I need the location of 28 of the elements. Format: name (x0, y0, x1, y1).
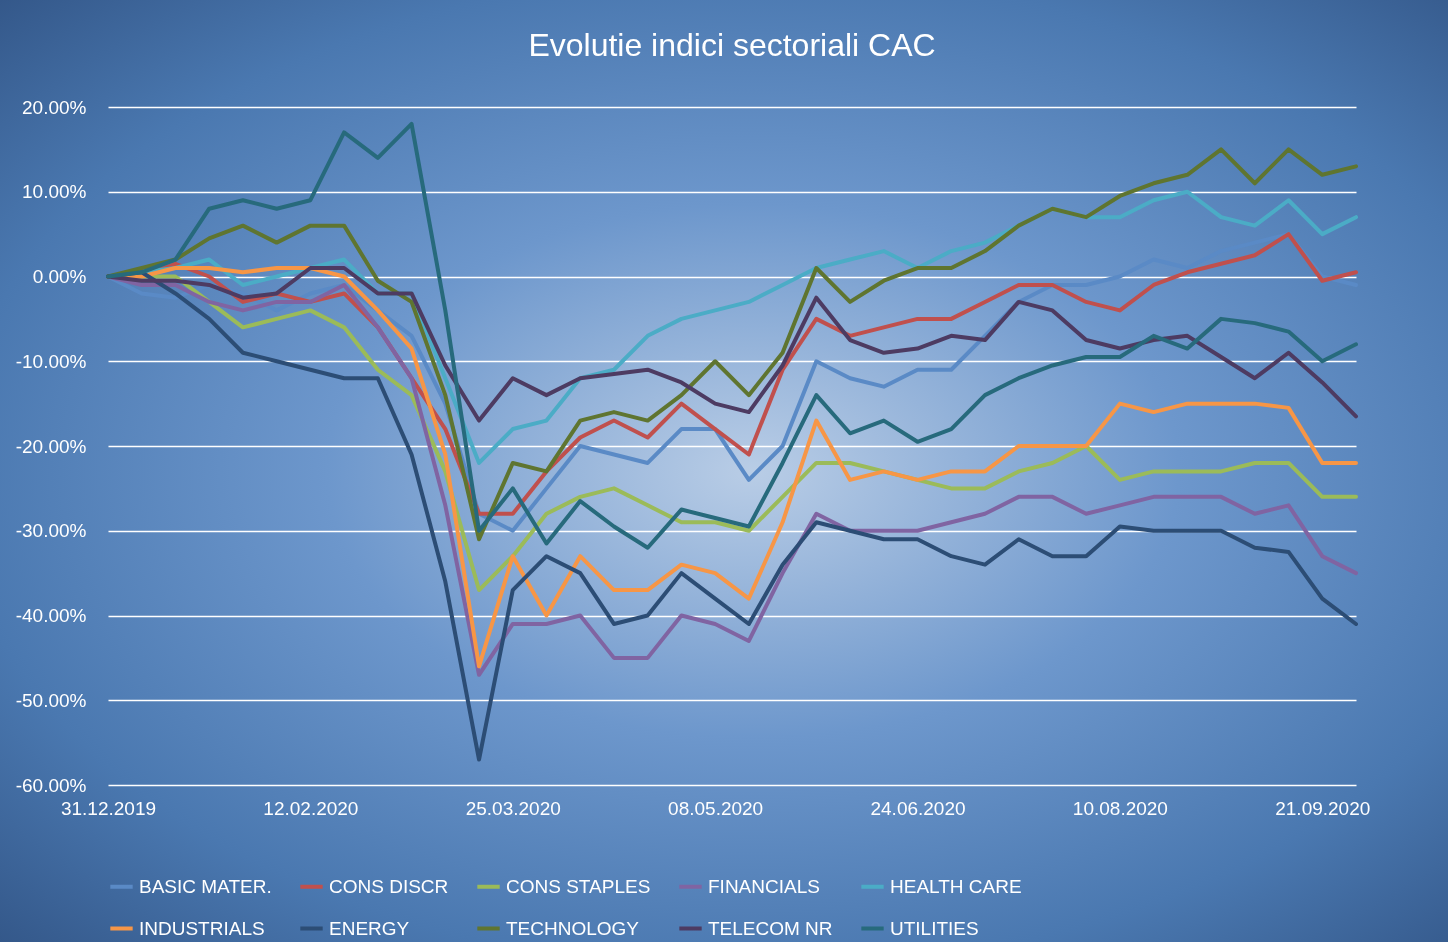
y-tick-label: 10.00% (22, 181, 87, 203)
legend-label: ENERGY (329, 917, 410, 939)
legend-label: HEALTH CARE (890, 875, 1022, 897)
y-tick-label: -50.00% (15, 689, 87, 711)
y-tick-label: -40.00% (15, 605, 87, 626)
x-tick-label: 10.08.2020 (1072, 797, 1168, 819)
y-tick-label: 20.00% (22, 96, 87, 118)
y-tick-label: -20.00% (15, 435, 87, 457)
legend-label: TELECOM NR (708, 917, 833, 939)
x-tick-label: 31.12.2019 (60, 797, 157, 819)
chart-title: Evolutie indici sectoriali CAC (528, 27, 936, 63)
legend-label: CONS STAPLES (506, 875, 651, 897)
x-tick-label: 08.05.2020 (668, 797, 764, 819)
legend-label: TECHNOLOGY (506, 917, 640, 939)
y-tick-label: -10.00% (15, 350, 87, 372)
line-series (106, 266, 1358, 423)
x-tick-label: 21.09.2020 (1275, 797, 1371, 819)
legend-label: INDUSTRIALS (139, 917, 265, 939)
x-tick-label: 12.02.2020 (263, 797, 359, 819)
y-tick-label: -30.00% (15, 520, 87, 542)
x-tick-label: 24.06.2020 (870, 797, 966, 819)
y-tick-label: -60.00% (15, 774, 87, 796)
legend-label: BASIC MATER. (139, 875, 272, 897)
x-tick-label: 25.03.2020 (465, 797, 561, 819)
legend-label: CONS DISCR (329, 875, 449, 897)
legend-label: UTILITIES (890, 917, 979, 939)
y-tick-label: 0.00% (32, 266, 87, 287)
legend-label: FINANCIALS (708, 875, 820, 897)
